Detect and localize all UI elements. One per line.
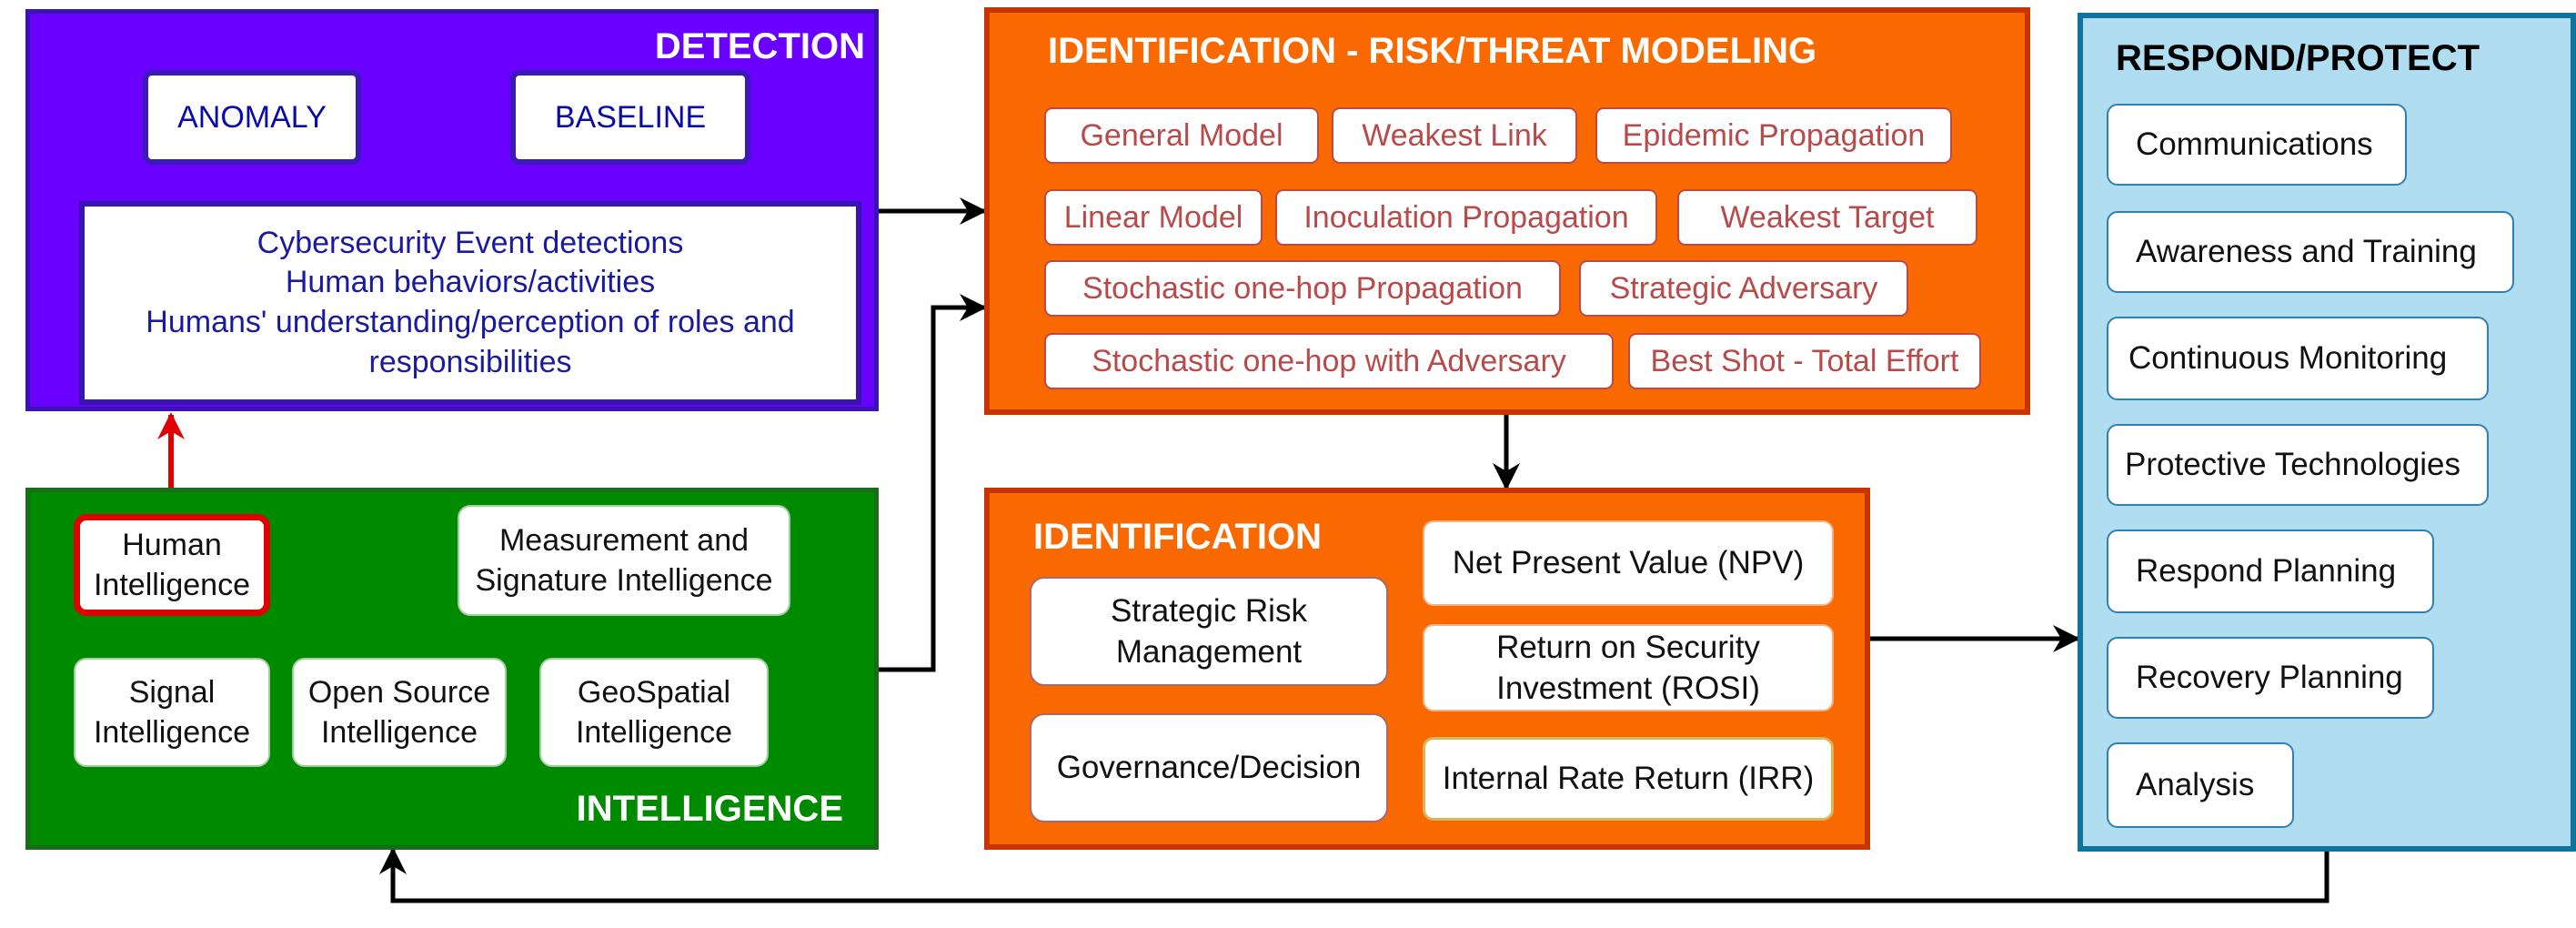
risk-modeling-panel: IDENTIFICATION - RISK/THREAT MODELING Ge… (984, 7, 2030, 415)
model-epidemic-propagation: Epidemic Propagation (1595, 107, 1952, 164)
open-source-line-1: Open Source (307, 674, 491, 710)
detection-panel: DETECTION ANOMALY BASELINE Cybersecurity… (25, 9, 879, 411)
respond-item-awareness-training: Awareness and Training (2107, 211, 2514, 293)
geospatial-intelligence-node: GeoSpatial Intelligence (539, 658, 769, 767)
npv-node: Net Present Value (NPV) (1423, 520, 1834, 606)
baseline-tag: BASELINE (510, 70, 750, 165)
respond-item-respond-planning: Respond Planning (2107, 530, 2434, 613)
arrow-intelligence-to-risk (879, 294, 987, 672)
measurement-line-2: Signature Intelligence (475, 563, 773, 598)
rosi-node: Return on Security Investment (ROSI) (1423, 624, 1834, 711)
rosi-line-2: Investment (ROSI) (1496, 671, 1760, 706)
geospatial-line-1: GeoSpatial (577, 674, 731, 710)
irr-node: Internal Rate Return (IRR) (1423, 737, 1834, 821)
model-inoculation-propagation: Inoculation Propagation (1275, 189, 1657, 246)
model-weakest-target: Weakest Target (1677, 189, 1977, 246)
detection-line-2: Human behaviors/activities (285, 265, 656, 300)
detection-events-box: Cybersecurity Event detections Human beh… (79, 201, 861, 405)
measurement-line-1: Measurement and (498, 522, 750, 558)
respond-item-communications: Communications (2107, 104, 2407, 186)
model-strategic-adversary: Strategic Adversary (1579, 260, 1908, 317)
respond-item-protective-technologies: Protective Technologies (2107, 424, 2489, 506)
signal-line-1: Signal (128, 674, 216, 710)
intelligence-panel: INTELLIGENCE Human Intelligence Measurem… (25, 488, 879, 850)
detection-line-4: responsibilities (368, 344, 572, 379)
identification-panel: IDENTIFICATION Strategic Risk Management… (984, 488, 1870, 850)
respond-item-recovery-planning: Recovery Planning (2107, 637, 2434, 719)
model-stochastic-one-hop-adversary: Stochastic one-hop with Adversary (1044, 333, 1614, 389)
open-source-intelligence-node: Open Source Intelligence (292, 658, 507, 767)
model-weakest-link: Weakest Link (1332, 107, 1577, 164)
governance-decision-node: Governance/Decision (1030, 713, 1388, 822)
detection-line-1: Cybersecurity Event detections (257, 225, 684, 260)
detection-title: DETECTION (654, 26, 865, 66)
anomaly-tag: ANOMALY (143, 70, 361, 165)
signal-line-2: Intelligence (93, 715, 250, 750)
model-general: General Model (1044, 107, 1319, 164)
model-stochastic-one-hop-propagation: Stochastic one-hop Propagation (1044, 260, 1561, 317)
model-best-shot-total-effort: Best Shot - Total Effort (1628, 333, 1981, 389)
respond-protect-panel: RESPOND/PROTECT Communications Awareness… (2078, 13, 2576, 852)
strategic-line-2: Management (1115, 634, 1303, 670)
detection-line-3: Humans' understanding/perception of role… (146, 305, 795, 339)
measurement-signature-node: Measurement and Signature Intelligence (458, 505, 790, 616)
strategic-line-1: Strategic Risk (1111, 592, 1307, 629)
intelligence-title: INTELLIGENCE (576, 789, 843, 829)
model-linear: Linear Model (1044, 189, 1263, 246)
respond-item-continuous-monitoring: Continuous Monitoring (2107, 317, 2489, 400)
geospatial-line-2: Intelligence (575, 715, 732, 750)
risk-modeling-title: IDENTIFICATION - RISK/THREAT MODELING (1048, 31, 1817, 71)
open-source-line-2: Intelligence (320, 715, 478, 750)
rosi-line-1: Return on Security (1496, 629, 1760, 665)
respond-item-analysis: Analysis (2107, 742, 2294, 828)
human-intelligence-line-1: Human (122, 527, 222, 562)
strategic-risk-management-node: Strategic Risk Management (1030, 577, 1388, 686)
identification-title: IDENTIFICATION (1033, 517, 1323, 557)
signal-intelligence-node: Signal Intelligence (74, 658, 270, 767)
human-intelligence-node: Human Intelligence (74, 514, 270, 616)
arrow-respond-to-intelligence (379, 847, 2329, 903)
human-intelligence-line-2: Intelligence (93, 568, 250, 602)
respond-protect-title: RESPOND/PROTECT (2116, 38, 2480, 78)
